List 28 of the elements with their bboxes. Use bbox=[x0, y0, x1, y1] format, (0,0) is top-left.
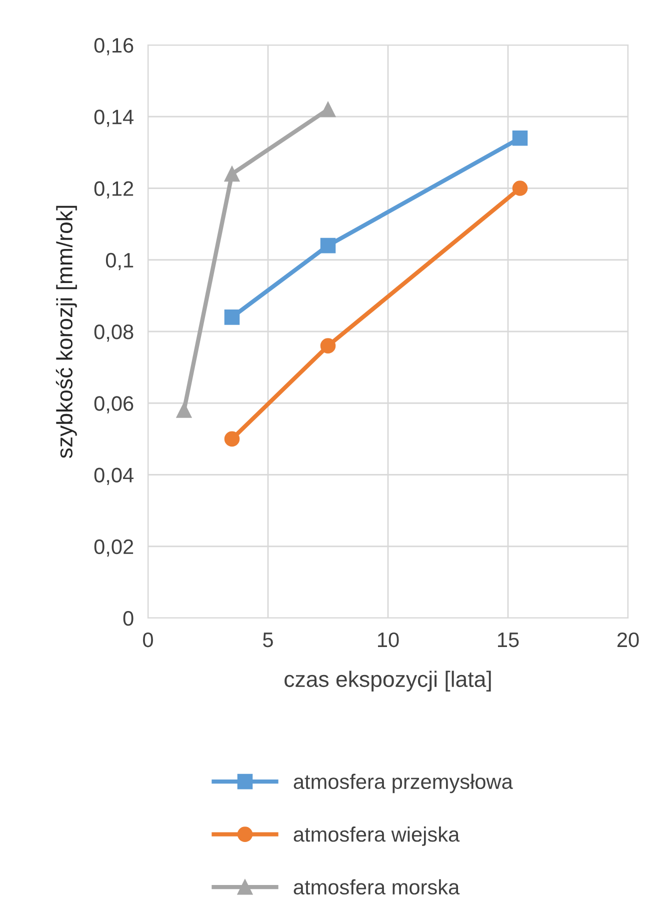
x-tick-label: 5 bbox=[263, 632, 273, 648]
point bbox=[320, 102, 336, 118]
legend-label: atmosfera morska bbox=[294, 879, 460, 895]
x-axis-title: czas ekspozycji [lata] bbox=[284, 670, 491, 692]
point bbox=[512, 130, 528, 146]
y-tick-label: 0,02 bbox=[94, 539, 134, 557]
x-tick-label: 0 bbox=[143, 632, 153, 648]
y-tick-label: 0 bbox=[123, 611, 134, 626]
point bbox=[224, 431, 240, 447]
y-tick-label: 0,1 bbox=[106, 252, 134, 270]
point bbox=[320, 338, 336, 354]
y-tick-label: 0,16 bbox=[94, 38, 134, 56]
y-tick-label: 0,08 bbox=[94, 324, 134, 342]
point bbox=[224, 310, 240, 325]
y-tick-label: 0,04 bbox=[94, 468, 134, 485]
legend-label: atmosfera przemysłowa bbox=[294, 774, 513, 794]
point bbox=[320, 238, 336, 254]
point bbox=[176, 402, 192, 418]
y-tick-label: 0,12 bbox=[94, 181, 134, 198]
point bbox=[224, 166, 240, 182]
legend-label: atmosfera wiejska bbox=[294, 826, 460, 846]
y-axis-title: szybkość korozji [mm/rok] bbox=[56, 206, 77, 458]
x-tick-label: 15 bbox=[498, 632, 519, 648]
y-tick-label: 0,06 bbox=[94, 396, 134, 414]
y-tick-label: 0,14 bbox=[94, 110, 134, 127]
x-tick-label: 10 bbox=[378, 632, 399, 648]
x-tick-label: 20 bbox=[617, 632, 639, 648]
point bbox=[512, 180, 528, 196]
